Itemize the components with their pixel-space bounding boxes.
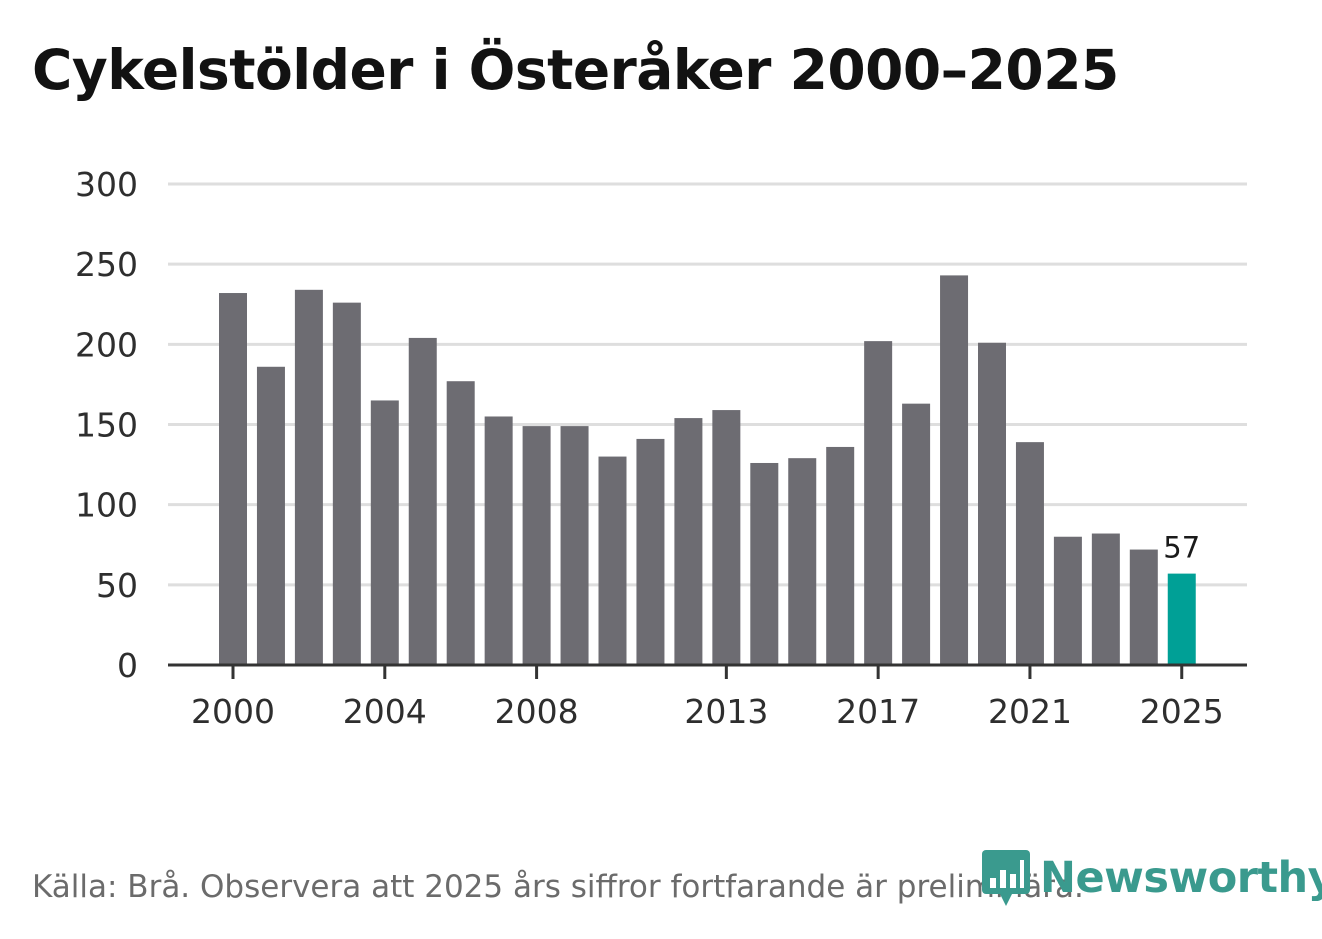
bar-2012 [674,418,703,665]
bar-2000 [219,293,247,665]
y-tick-label: 200 [75,325,138,364]
y-tick-label: 250 [75,245,138,284]
bar-2004 [370,400,399,665]
bar-2014 [750,462,779,665]
x-tick-label: 2004 [343,692,427,731]
bar-2016 [826,446,855,665]
x-tick-label: 2017 [836,692,920,731]
chart-title: Cykelstölder i Österåker 2000–2025 [32,38,1119,102]
y-tick-label: 100 [75,486,138,525]
data-labels: 57 [1163,531,1200,565]
bar-2011 [636,438,665,665]
data-label-2025: 57 [1163,531,1200,565]
bars [219,275,1196,665]
y-tick-label: 50 [96,566,138,605]
x-tick-label: 2025 [1140,692,1224,731]
source-note: Källa: Brå. Observera att 2025 års siffr… [32,869,1084,905]
bar-2017 [864,341,893,665]
bar-2024 [1129,549,1158,665]
bar-2005 [408,337,437,665]
bar-2002 [294,289,323,665]
y-tick-label: 0 [117,646,138,685]
newsworthy-logo-icon [982,850,1030,906]
x-tick-label: 2000 [191,692,275,731]
bar-2025 [1167,573,1196,665]
bar-2010 [598,456,627,665]
gridlines [168,182,1247,587]
x-tick-label: 2008 [495,692,579,731]
brand-name: Newsworthy [1040,853,1322,903]
bar-2019 [940,275,969,665]
brand-logo: Newsworthy [982,848,1322,908]
bar-2006 [446,381,475,665]
y-tick-label: 300 [75,165,138,204]
bar-2020 [978,342,1006,665]
x-tick-label: 2013 [684,692,768,731]
x-tick-label: 2021 [988,692,1072,731]
bar-2008 [522,426,551,665]
bar-2018 [902,403,931,665]
bar-2021 [1015,442,1044,665]
bar-2003 [332,302,361,665]
bar-2001 [256,366,285,665]
bar-2022 [1053,536,1082,665]
y-tick-label: 150 [75,406,138,445]
y-axis-ticks: 0 50 100 150 200 250 300 [75,165,138,685]
bar-2013 [712,410,741,665]
bar-2007 [484,416,513,665]
x-axis: 2000 2004 2008 2013 2017 2021 2025 [168,663,1247,731]
bar-2009 [560,426,589,665]
bar-2015 [788,458,817,665]
bar-2023 [1091,533,1120,665]
